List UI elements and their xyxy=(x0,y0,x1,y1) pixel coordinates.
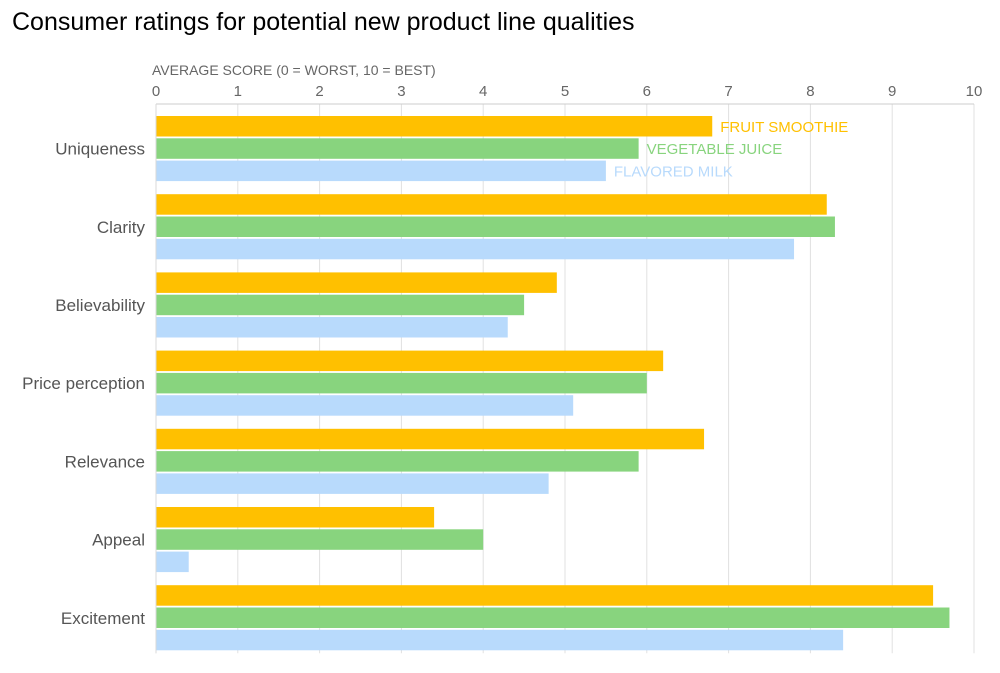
bar xyxy=(156,216,835,237)
bar xyxy=(156,138,639,159)
bar xyxy=(156,238,795,260)
series-label: VEGETABLE JUICE xyxy=(647,141,783,158)
x-tick-label: 1 xyxy=(234,83,242,100)
series-label: FRUIT SMOOTHIE xyxy=(720,119,848,136)
bar xyxy=(156,272,557,293)
bar xyxy=(156,317,508,338)
bar xyxy=(156,194,827,215)
bar xyxy=(156,116,713,137)
bar xyxy=(156,160,606,182)
x-tick-label: 10 xyxy=(966,83,983,100)
category-label: Uniqueness xyxy=(55,140,145,159)
chart-title: Consumer ratings for potential new produ… xyxy=(12,8,635,36)
bar xyxy=(156,585,934,606)
x-tick-label: 9 xyxy=(888,83,896,100)
x-tick-label: 0 xyxy=(152,83,160,100)
category-label: Clarity xyxy=(97,218,146,237)
bar xyxy=(156,473,549,494)
bar xyxy=(156,350,664,372)
category-label: Believability xyxy=(55,296,145,315)
x-tick-label: 2 xyxy=(315,83,323,100)
bar xyxy=(156,451,639,472)
x-tick-label: 5 xyxy=(561,83,569,100)
bar xyxy=(156,507,435,528)
bar xyxy=(156,607,950,628)
category-label: Excitement xyxy=(61,609,145,628)
bar xyxy=(156,529,484,550)
x-axis-title: AVERAGE SCORE (0 = WORST, 10 = BEST) xyxy=(152,62,436,78)
category-label: Relevance xyxy=(65,452,145,471)
category-label: Appeal xyxy=(92,531,145,550)
bar xyxy=(156,629,844,651)
x-tick-label: 3 xyxy=(397,83,405,100)
category-label: Price perception xyxy=(22,374,145,393)
bar xyxy=(156,294,525,316)
bar xyxy=(156,372,647,394)
x-tick-label: 6 xyxy=(643,83,651,100)
x-tick-label: 4 xyxy=(479,83,487,100)
bar xyxy=(156,395,574,416)
series-label: FLAVORED MILK xyxy=(614,163,733,180)
bar xyxy=(156,428,705,450)
bar xyxy=(156,551,189,573)
x-tick-label: 8 xyxy=(806,83,814,100)
x-tick-label: 7 xyxy=(724,83,732,100)
